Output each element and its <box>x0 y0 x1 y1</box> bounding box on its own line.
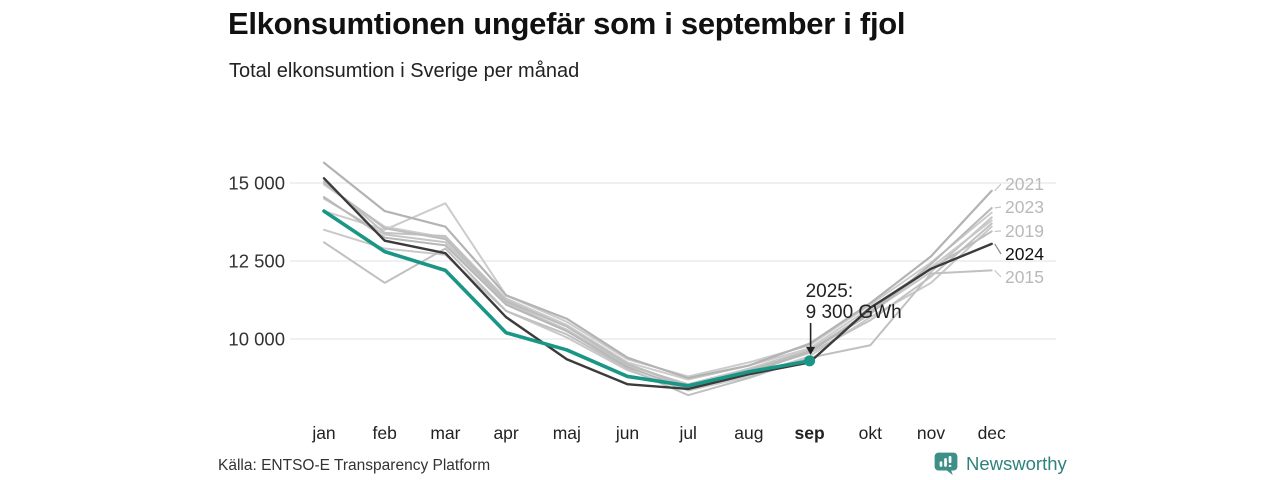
brand-logo: Newsworthy <box>933 451 1067 477</box>
year-label-leader-2015 <box>994 269 1002 278</box>
x-axis-tick-label-dec: dec <box>978 423 1006 443</box>
x-axis-tick-label-nov: nov <box>917 423 945 443</box>
series-line-2018 <box>323 202 993 378</box>
annotation-arrow-head <box>806 346 816 355</box>
y-axis-tick-label: 12 500 <box>228 251 285 272</box>
series-line-2025 <box>322 209 812 388</box>
year-label-leader-2021 <box>994 183 1002 192</box>
year-label-leader-2023 <box>994 206 1002 209</box>
series-line-2024 <box>322 177 993 391</box>
series-line-2017 <box>323 197 993 386</box>
brand-name: Newsworthy <box>966 453 1067 474</box>
x-axis-tick-label-aug: aug <box>734 423 763 443</box>
x-axis-tick-label-jan: jan <box>311 423 335 443</box>
series-line-2021 <box>322 161 993 380</box>
year-end-label-2024: 2024 <box>1005 244 1044 264</box>
y-axis-tick-label: 10 000 <box>228 329 285 350</box>
newsworthy-bubble-chart-icon <box>934 452 958 476</box>
year-end-label-2021: 2021 <box>1005 174 1044 194</box>
chart-subtitle: Total elkonsumtion i Sverige per månad <box>229 60 580 82</box>
x-axis-tick-label-feb: feb <box>373 423 397 443</box>
year-end-label-2023: 2023 <box>1005 197 1044 217</box>
x-axis-tick-label-jun: jun <box>615 423 639 443</box>
x-axis-tick-label-okt: okt <box>859 423 882 443</box>
series-line-2023 <box>323 196 993 390</box>
series-line-2016 <box>323 183 993 381</box>
year-label-leader-2024 <box>994 243 1002 255</box>
year-end-label-2019: 2019 <box>1005 221 1044 241</box>
year-end-label-2015: 2015 <box>1005 267 1044 287</box>
x-axis-tick-label-apr: apr <box>493 423 518 443</box>
chart-title: Elkonsumtionen ungefär som i september i… <box>228 6 906 41</box>
series-line-2019 <box>323 182 993 387</box>
x-axis-tick-label-maj: maj <box>553 423 581 443</box>
x-axis-tick-label-mar: mar <box>430 423 460 443</box>
current-value-marker <box>804 355 816 367</box>
annotation-text-line: 9 300 GWh <box>806 302 902 323</box>
source-note: Källa: ENTSO-E Transparency Platform <box>218 457 491 474</box>
annotation-text-line: 2025: <box>806 281 854 302</box>
y-axis-tick-label: 15 000 <box>228 173 285 194</box>
x-axis-tick-label-jul: jul <box>678 423 697 443</box>
x-axis-tick-label-sep: sep <box>795 423 825 443</box>
